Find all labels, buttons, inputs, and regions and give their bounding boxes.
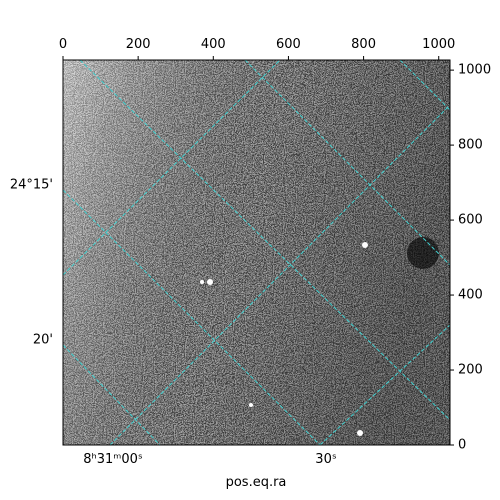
ra-label: 8ʰ31ᵐ00ˢ xyxy=(83,452,143,467)
y-tick-label: 200 xyxy=(458,363,483,378)
image xyxy=(63,60,450,445)
dec-label: 24°15' xyxy=(10,178,53,193)
x-tick-label: 200 xyxy=(126,37,151,52)
ra-label: 30ˢ xyxy=(315,452,337,467)
y-tick-label: 400 xyxy=(458,288,483,303)
frame xyxy=(62,59,451,446)
y-tick-label: 800 xyxy=(458,138,483,153)
x-tick-label: 800 xyxy=(351,37,376,52)
y-tick-label: 1000 xyxy=(458,63,491,78)
x-tick-label: 0 xyxy=(59,37,67,52)
world-grid xyxy=(63,60,450,445)
x-tick-label: 400 xyxy=(201,37,226,52)
x-axis-label: pos.eq.ra xyxy=(226,475,287,490)
x-tick-label: 1000 xyxy=(422,37,455,52)
dec-label: 20' xyxy=(33,333,53,348)
y-tick-label: 0 xyxy=(458,438,466,453)
x-tick-label: 600 xyxy=(276,37,301,52)
y-tick-label: 600 xyxy=(458,213,483,228)
